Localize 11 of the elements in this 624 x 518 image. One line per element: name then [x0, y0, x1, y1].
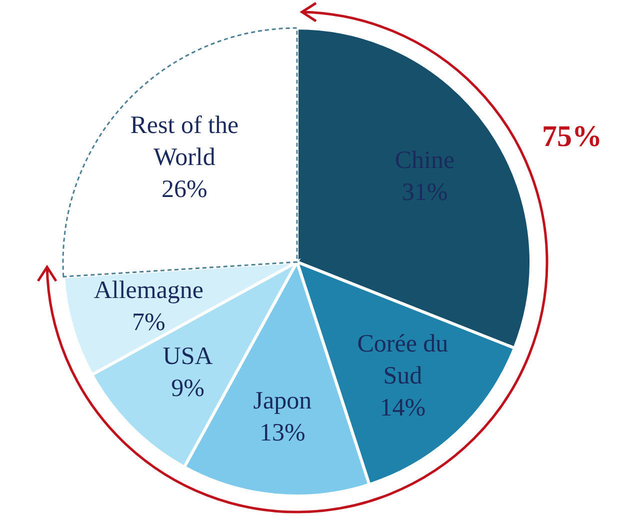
slice-label: Allemagne: [94, 276, 204, 304]
slice-label: USA: [162, 342, 213, 370]
slice-label: Corée du Sud: [357, 330, 449, 390]
text: 75%: [542, 120, 602, 153]
slice-label: Japon: [253, 388, 312, 415]
data-label: 26%: [162, 176, 208, 204]
data-label: 7%: [132, 308, 166, 336]
data-label: 13%: [260, 420, 306, 447]
data-label: 14%: [380, 394, 426, 422]
slice-label: Rest of the World: [130, 112, 239, 172]
data-label: 9%: [171, 374, 204, 402]
